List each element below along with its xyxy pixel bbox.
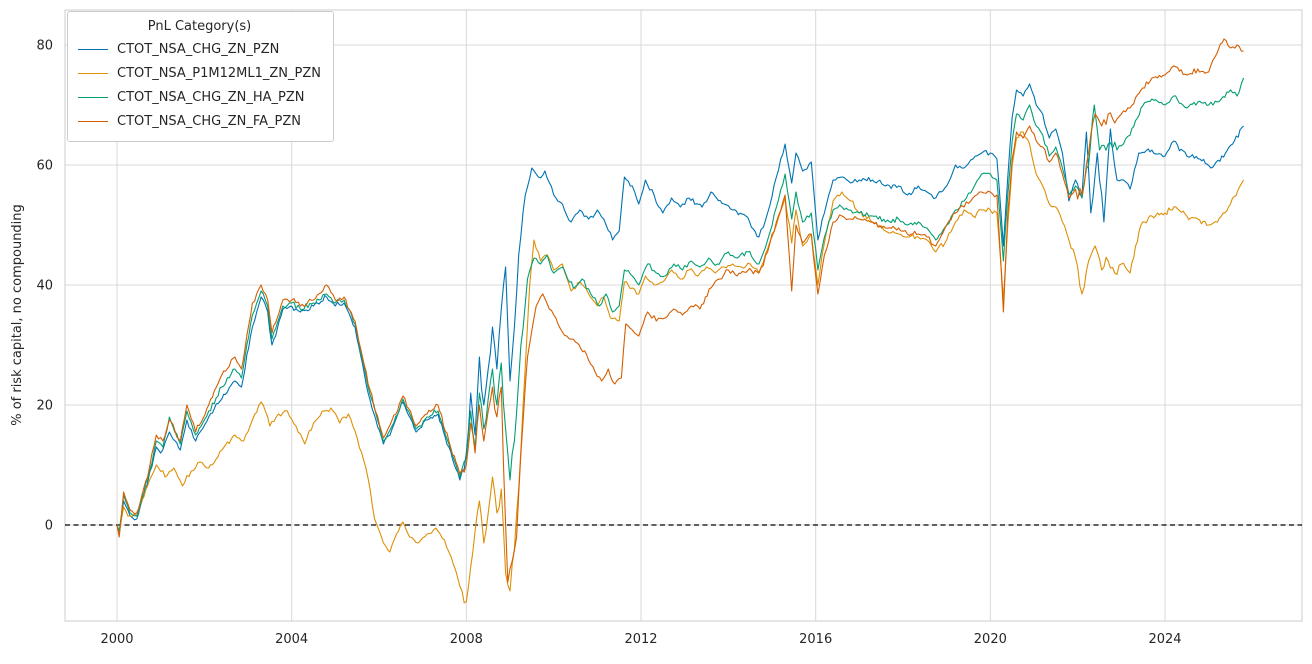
tick-label-layer: 2000 2004 2008 2012 2016 2020 2024 0 20 40 60 80 [36,39,1181,648]
y-tick-label: 20 [36,399,53,414]
x-tick-label: 2000 [100,632,133,647]
x-tick-label: 2008 [450,632,483,647]
legend-item: CTOT_NSA_P1M12ML1_ZN_PZN [78,61,321,85]
series-line-CTOT_NSA_CHG_ZN_HA_PZN [116,77,1245,532]
x-tick-label: 2016 [799,632,832,647]
y-tick-label: 60 [36,159,53,174]
legend-title: PnL Category(s) [147,19,252,34]
legend: PnL Category(s) CTOT_NSA_CHG_ZN_PZN CTOT_… [67,11,335,142]
legend-line-swatch [78,120,108,122]
legend-line-swatch [78,96,108,98]
series-line-CTOT_NSA_P1M12ML1_ZN_PZN [116,131,1245,604]
series-layer [116,38,1245,604]
legend-item: CTOT_NSA_CHG_ZN_HA_PZN [78,85,321,109]
legend-item: CTOT_NSA_CHG_ZN_FA_PZN [78,109,321,133]
legend-line-swatch [78,48,108,50]
legend-label: CTOT_NSA_CHG_ZN_FA_PZN [117,113,302,129]
series-line-CTOT_NSA_CHG_ZN_FA_PZN [116,38,1244,583]
legend-item: CTOT_NSA_CHG_ZN_PZN [78,37,321,61]
legend-line-swatch [78,72,108,74]
x-tick-label: 2012 [624,632,657,647]
y-tick-label: 0 [45,519,53,534]
legend-label: CTOT_NSA_CHG_ZN_PZN [117,41,280,57]
legend-items: CTOT_NSA_CHG_ZN_PZN CTOT_NSA_P1M12ML1_ZN_… [78,37,321,133]
y-tick-label: 80 [36,39,53,54]
plot-border [64,9,1303,622]
legend-label: CTOT_NSA_CHG_ZN_HA_PZN [117,89,305,105]
series-line-CTOT_NSA_CHG_ZN_PZN [116,83,1244,535]
legend-label: CTOT_NSA_P1M12ML1_ZN_PZN [117,65,322,81]
y-axis-label: % of risk capital, no compounding [10,204,25,426]
y-tick-label: 40 [36,279,53,294]
x-tick-label: 2020 [974,632,1007,647]
x-tick-label: 2024 [1148,632,1181,647]
x-tick-label: 2004 [275,632,308,647]
